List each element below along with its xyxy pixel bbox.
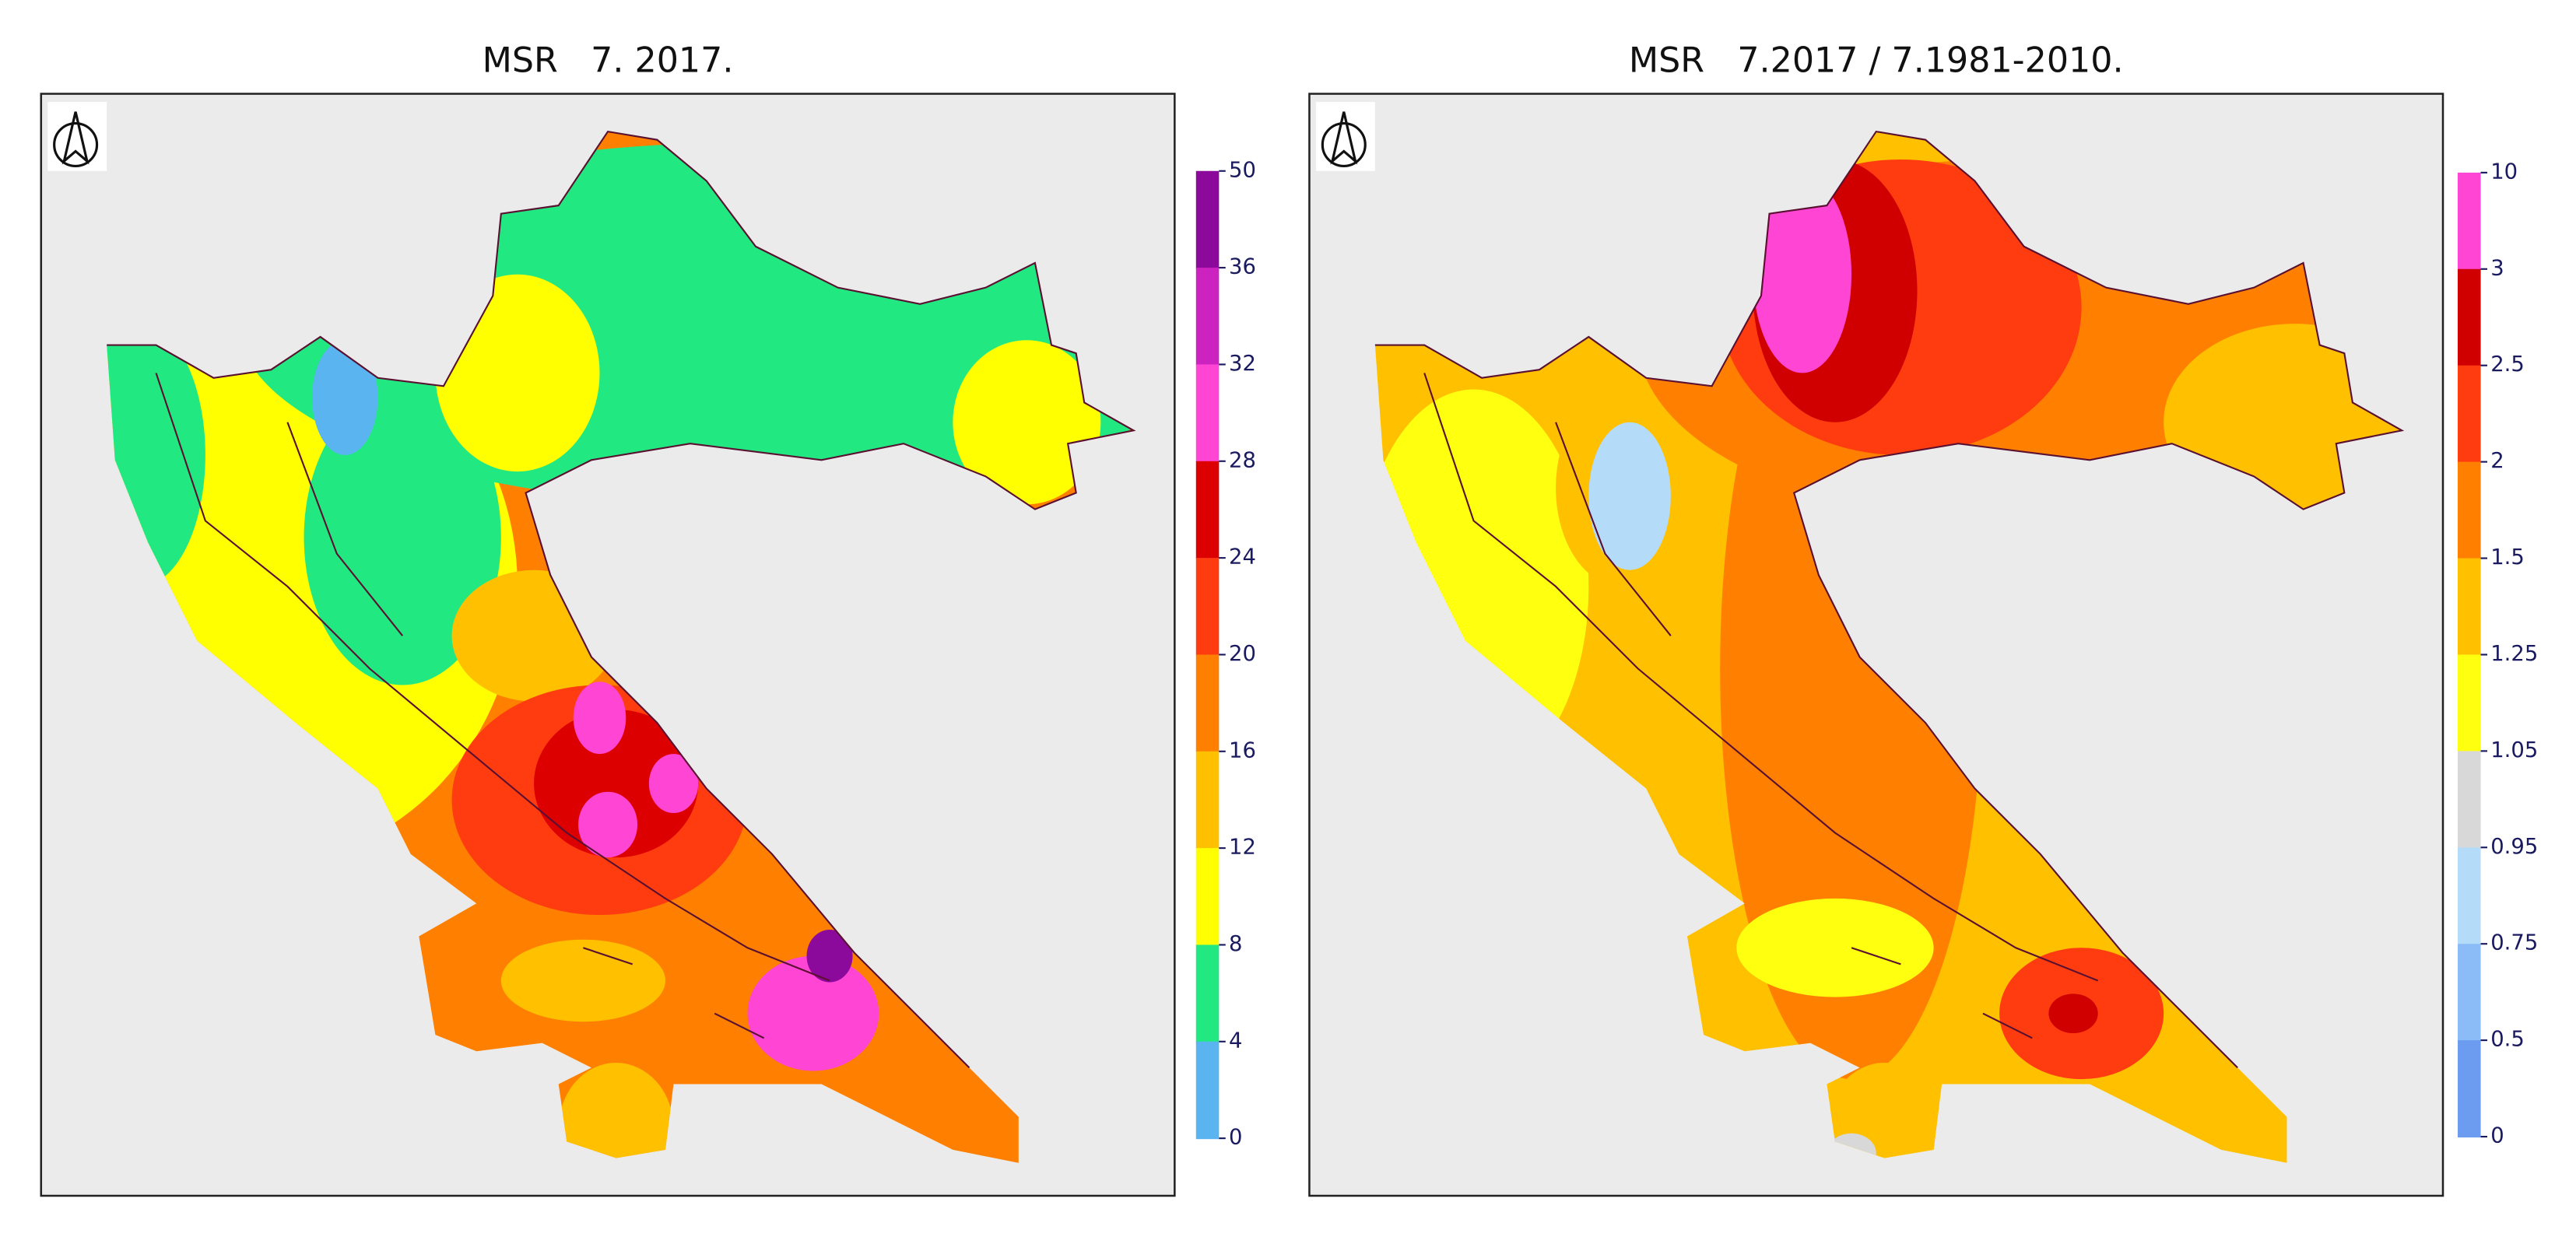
color-band <box>2458 461 2481 559</box>
color-band <box>1195 268 1220 366</box>
tick-label: 20 <box>1229 642 1256 666</box>
color-band <box>2458 944 2481 1042</box>
north-arrow <box>1315 102 1375 171</box>
tick-label: 1.05 <box>2490 738 2538 762</box>
color-band <box>1195 944 1220 1043</box>
color-band <box>2458 751 2481 849</box>
color-band <box>2458 172 2481 270</box>
tick-label: 12 <box>1229 836 1256 860</box>
tick-label: 2.5 <box>2490 352 2525 377</box>
tick-label: 50 <box>1229 158 1256 182</box>
tick-label: 2 <box>2490 449 2504 473</box>
map-title: MSR 7.2017 / 7.1981-2010. <box>1629 40 2124 80</box>
map-panel <box>40 93 1176 1197</box>
tick-label: 3 <box>2490 256 2504 280</box>
tick-label: 4 <box>1229 1028 1242 1053</box>
color-band <box>2458 654 2481 752</box>
color-band <box>1195 751 1220 850</box>
color-band <box>1195 461 1220 559</box>
tick-label: 0.75 <box>2490 931 2538 955</box>
color-band <box>2458 268 2481 366</box>
tick-label: 32 <box>1229 352 1256 376</box>
color-band <box>1195 1041 1220 1140</box>
map-title: MSR 7. 2017. <box>483 40 734 80</box>
tick-label: 16 <box>1229 738 1256 762</box>
color-band <box>1195 170 1220 269</box>
color-band <box>1195 654 1220 752</box>
color-band <box>1195 848 1220 946</box>
color-band <box>1195 364 1220 462</box>
north-arrow <box>47 102 107 171</box>
tick-label: 36 <box>1229 255 1256 279</box>
color-band <box>1195 558 1220 656</box>
color-band <box>2458 365 2481 463</box>
tick-label: 0 <box>1229 1126 1242 1150</box>
color-band <box>2458 847 2481 945</box>
map-panel <box>1308 93 2444 1197</box>
tick-label: 10 <box>2490 159 2518 184</box>
tick-label: 0.95 <box>2490 835 2538 859</box>
tick-label: 24 <box>1229 545 1256 569</box>
color-band <box>2458 1040 2481 1138</box>
tick-label: 8 <box>1229 932 1242 956</box>
tick-label: 0.5 <box>2490 1028 2525 1052</box>
tick-label: 28 <box>1229 448 1256 472</box>
color-band <box>2458 558 2481 656</box>
tick-label: 1.5 <box>2490 545 2525 569</box>
tick-label: 1.25 <box>2490 642 2538 666</box>
tick-label: 0 <box>2490 1124 2504 1148</box>
